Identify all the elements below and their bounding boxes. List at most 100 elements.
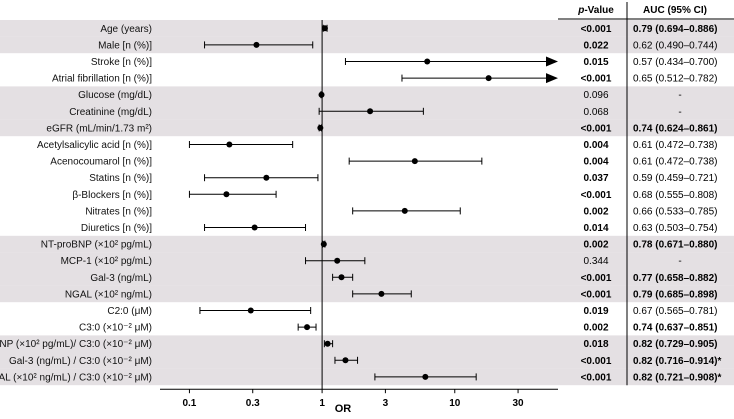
row-label: Statins [n (%)] bbox=[89, 173, 152, 184]
row-band bbox=[0, 335, 734, 352]
auc-value: 0.61 (0.472–0.738) bbox=[633, 140, 718, 151]
auc-value: 0.74 (0.637–0.851) bbox=[633, 323, 718, 334]
auc-value: - bbox=[678, 90, 681, 101]
row-label: Nitrates [n (%)] bbox=[85, 206, 152, 217]
x-tick-label: 0.3 bbox=[246, 398, 260, 409]
p-value: <0.001 bbox=[581, 24, 612, 35]
p-value: 0.002 bbox=[583, 206, 608, 217]
auc-value: 0.78 (0.671–0.880) bbox=[633, 240, 718, 251]
or-point bbox=[251, 224, 258, 231]
p-value: 0.002 bbox=[583, 323, 608, 334]
x-tick-label: 30 bbox=[513, 398, 525, 409]
row-label: Stroke [n (%)] bbox=[91, 57, 152, 68]
auc-value: 0.68 (0.555–0.808) bbox=[633, 190, 718, 201]
auc-header: AUC (95% CI) bbox=[643, 5, 707, 16]
row-label: Acenocoumarol [n (%)] bbox=[50, 157, 152, 168]
row-label: β-Blockers [n (%)] bbox=[72, 190, 152, 201]
p-value: <0.001 bbox=[581, 356, 612, 367]
auc-value: 0.65 (0.512–0.782) bbox=[633, 74, 718, 85]
x-axis-label: OR bbox=[335, 403, 352, 415]
row-band bbox=[0, 252, 734, 269]
p-value: 0.344 bbox=[583, 256, 608, 267]
row-band bbox=[0, 20, 734, 37]
row-label: eGFR (mL/min/1.73 m²) bbox=[46, 123, 152, 134]
or-point bbox=[338, 274, 345, 281]
p-value: 0.015 bbox=[583, 57, 608, 68]
row-band bbox=[0, 368, 734, 386]
p-value: 0.004 bbox=[583, 140, 608, 151]
p-value: <0.001 bbox=[581, 123, 612, 134]
or-point bbox=[422, 373, 429, 380]
row-band bbox=[0, 86, 734, 103]
p-value: 0.019 bbox=[583, 306, 608, 317]
or-point bbox=[485, 75, 492, 82]
auc-value: 0.62 (0.490–0.744) bbox=[633, 40, 718, 51]
row-label: NGAL (×10² ng/mL) / C3:0 (×10⁻² μM) bbox=[0, 372, 152, 383]
or-point bbox=[411, 158, 418, 165]
p-value: <0.001 bbox=[581, 289, 612, 300]
auc-value: 0.82 (0.729–0.905) bbox=[633, 339, 718, 350]
p-value: 0.018 bbox=[583, 339, 608, 350]
or-point bbox=[321, 25, 328, 32]
row-band bbox=[0, 119, 734, 137]
row-label: C3:0 (×10⁻² μM) bbox=[79, 323, 152, 334]
row-label: NT-proBNP (×10² pg/mL)/ C3:0 (×10⁻² μM) bbox=[0, 339, 152, 350]
or-point bbox=[247, 307, 254, 314]
auc-value: 0.74 (0.624–0.861) bbox=[633, 123, 718, 134]
auc-value: 0.66 (0.533–0.785) bbox=[633, 206, 718, 217]
or-point bbox=[226, 141, 233, 148]
or-point bbox=[378, 290, 385, 297]
auc-value: 0.61 (0.472–0.738) bbox=[633, 157, 718, 168]
row-label: MCP-1 (×10² pg/mL) bbox=[61, 256, 152, 267]
x-tick-label: 1 bbox=[319, 398, 325, 409]
or-point bbox=[342, 357, 349, 364]
ci-arrow-head bbox=[546, 56, 558, 67]
row-labels: Age (years) Male [n (%)] Stroke [n (%)] Atr… bbox=[0, 24, 152, 384]
or-point bbox=[318, 91, 325, 98]
x-axis: 0.1 0.3 1 3 10 30 bbox=[160, 388, 558, 409]
p-value: 0.096 bbox=[583, 90, 608, 101]
p-value: 0.004 bbox=[583, 157, 608, 168]
p-value-header: p-Value bbox=[577, 5, 614, 16]
auc-value: 0.63 (0.503–0.754) bbox=[633, 223, 718, 234]
p-value: 0.037 bbox=[583, 173, 608, 184]
row-label: Male [n (%)] bbox=[98, 40, 152, 51]
column-borders bbox=[558, 2, 734, 386]
row-label: NT-proBNP (×10² pg/mL) bbox=[41, 240, 152, 251]
or-point bbox=[223, 191, 230, 198]
p-value: <0.001 bbox=[581, 190, 612, 201]
p-value: 0.002 bbox=[583, 240, 608, 251]
or-point bbox=[304, 324, 311, 331]
p-value: 0.014 bbox=[583, 223, 608, 234]
x-tick-label: 10 bbox=[449, 398, 461, 409]
row-band bbox=[0, 36, 734, 54]
row-label: C2:0 (μM) bbox=[107, 306, 152, 317]
ci-arrow-head bbox=[546, 73, 558, 84]
row-label: Gal-3 (ng/mL) / C3:0 (×10⁻² μM) bbox=[9, 356, 152, 367]
row-label: Age (years) bbox=[100, 24, 152, 35]
or-point bbox=[253, 41, 260, 48]
auc-value: 0.79 (0.685–0.898) bbox=[633, 289, 718, 300]
auc-value: 0.67 (0.565–0.781) bbox=[633, 306, 718, 317]
x-tick-label: 0.1 bbox=[182, 398, 196, 409]
or-point bbox=[401, 207, 408, 214]
row-label: Acetylsalicylic acid [n (%)] bbox=[37, 140, 152, 151]
auc-value: 0.57 (0.434–0.700) bbox=[633, 57, 718, 68]
p-value: 0.068 bbox=[583, 107, 608, 118]
or-point bbox=[324, 340, 331, 347]
p-value: <0.001 bbox=[581, 74, 612, 85]
row-label: Gal-3 (ng/mL) bbox=[90, 273, 152, 284]
p-value: <0.001 bbox=[581, 372, 612, 383]
row-band bbox=[0, 269, 734, 286]
plot-marks bbox=[188, 20, 558, 390]
auc-value: 0.82 (0.721–0.908)* bbox=[633, 372, 722, 383]
auc-value: 0.82 (0.716–0.914)* bbox=[633, 356, 722, 367]
or-point bbox=[424, 58, 431, 65]
auc-value: 0.77 (0.658–0.882) bbox=[633, 273, 718, 284]
row-band bbox=[0, 235, 734, 253]
auc-value: 0.59 (0.459–0.721) bbox=[633, 173, 718, 184]
auc-value: 0.79 (0.694–0.886) bbox=[633, 24, 718, 35]
p-value: 0.022 bbox=[583, 40, 608, 51]
row-label: NGAL (×10² ng/mL) bbox=[65, 289, 152, 300]
